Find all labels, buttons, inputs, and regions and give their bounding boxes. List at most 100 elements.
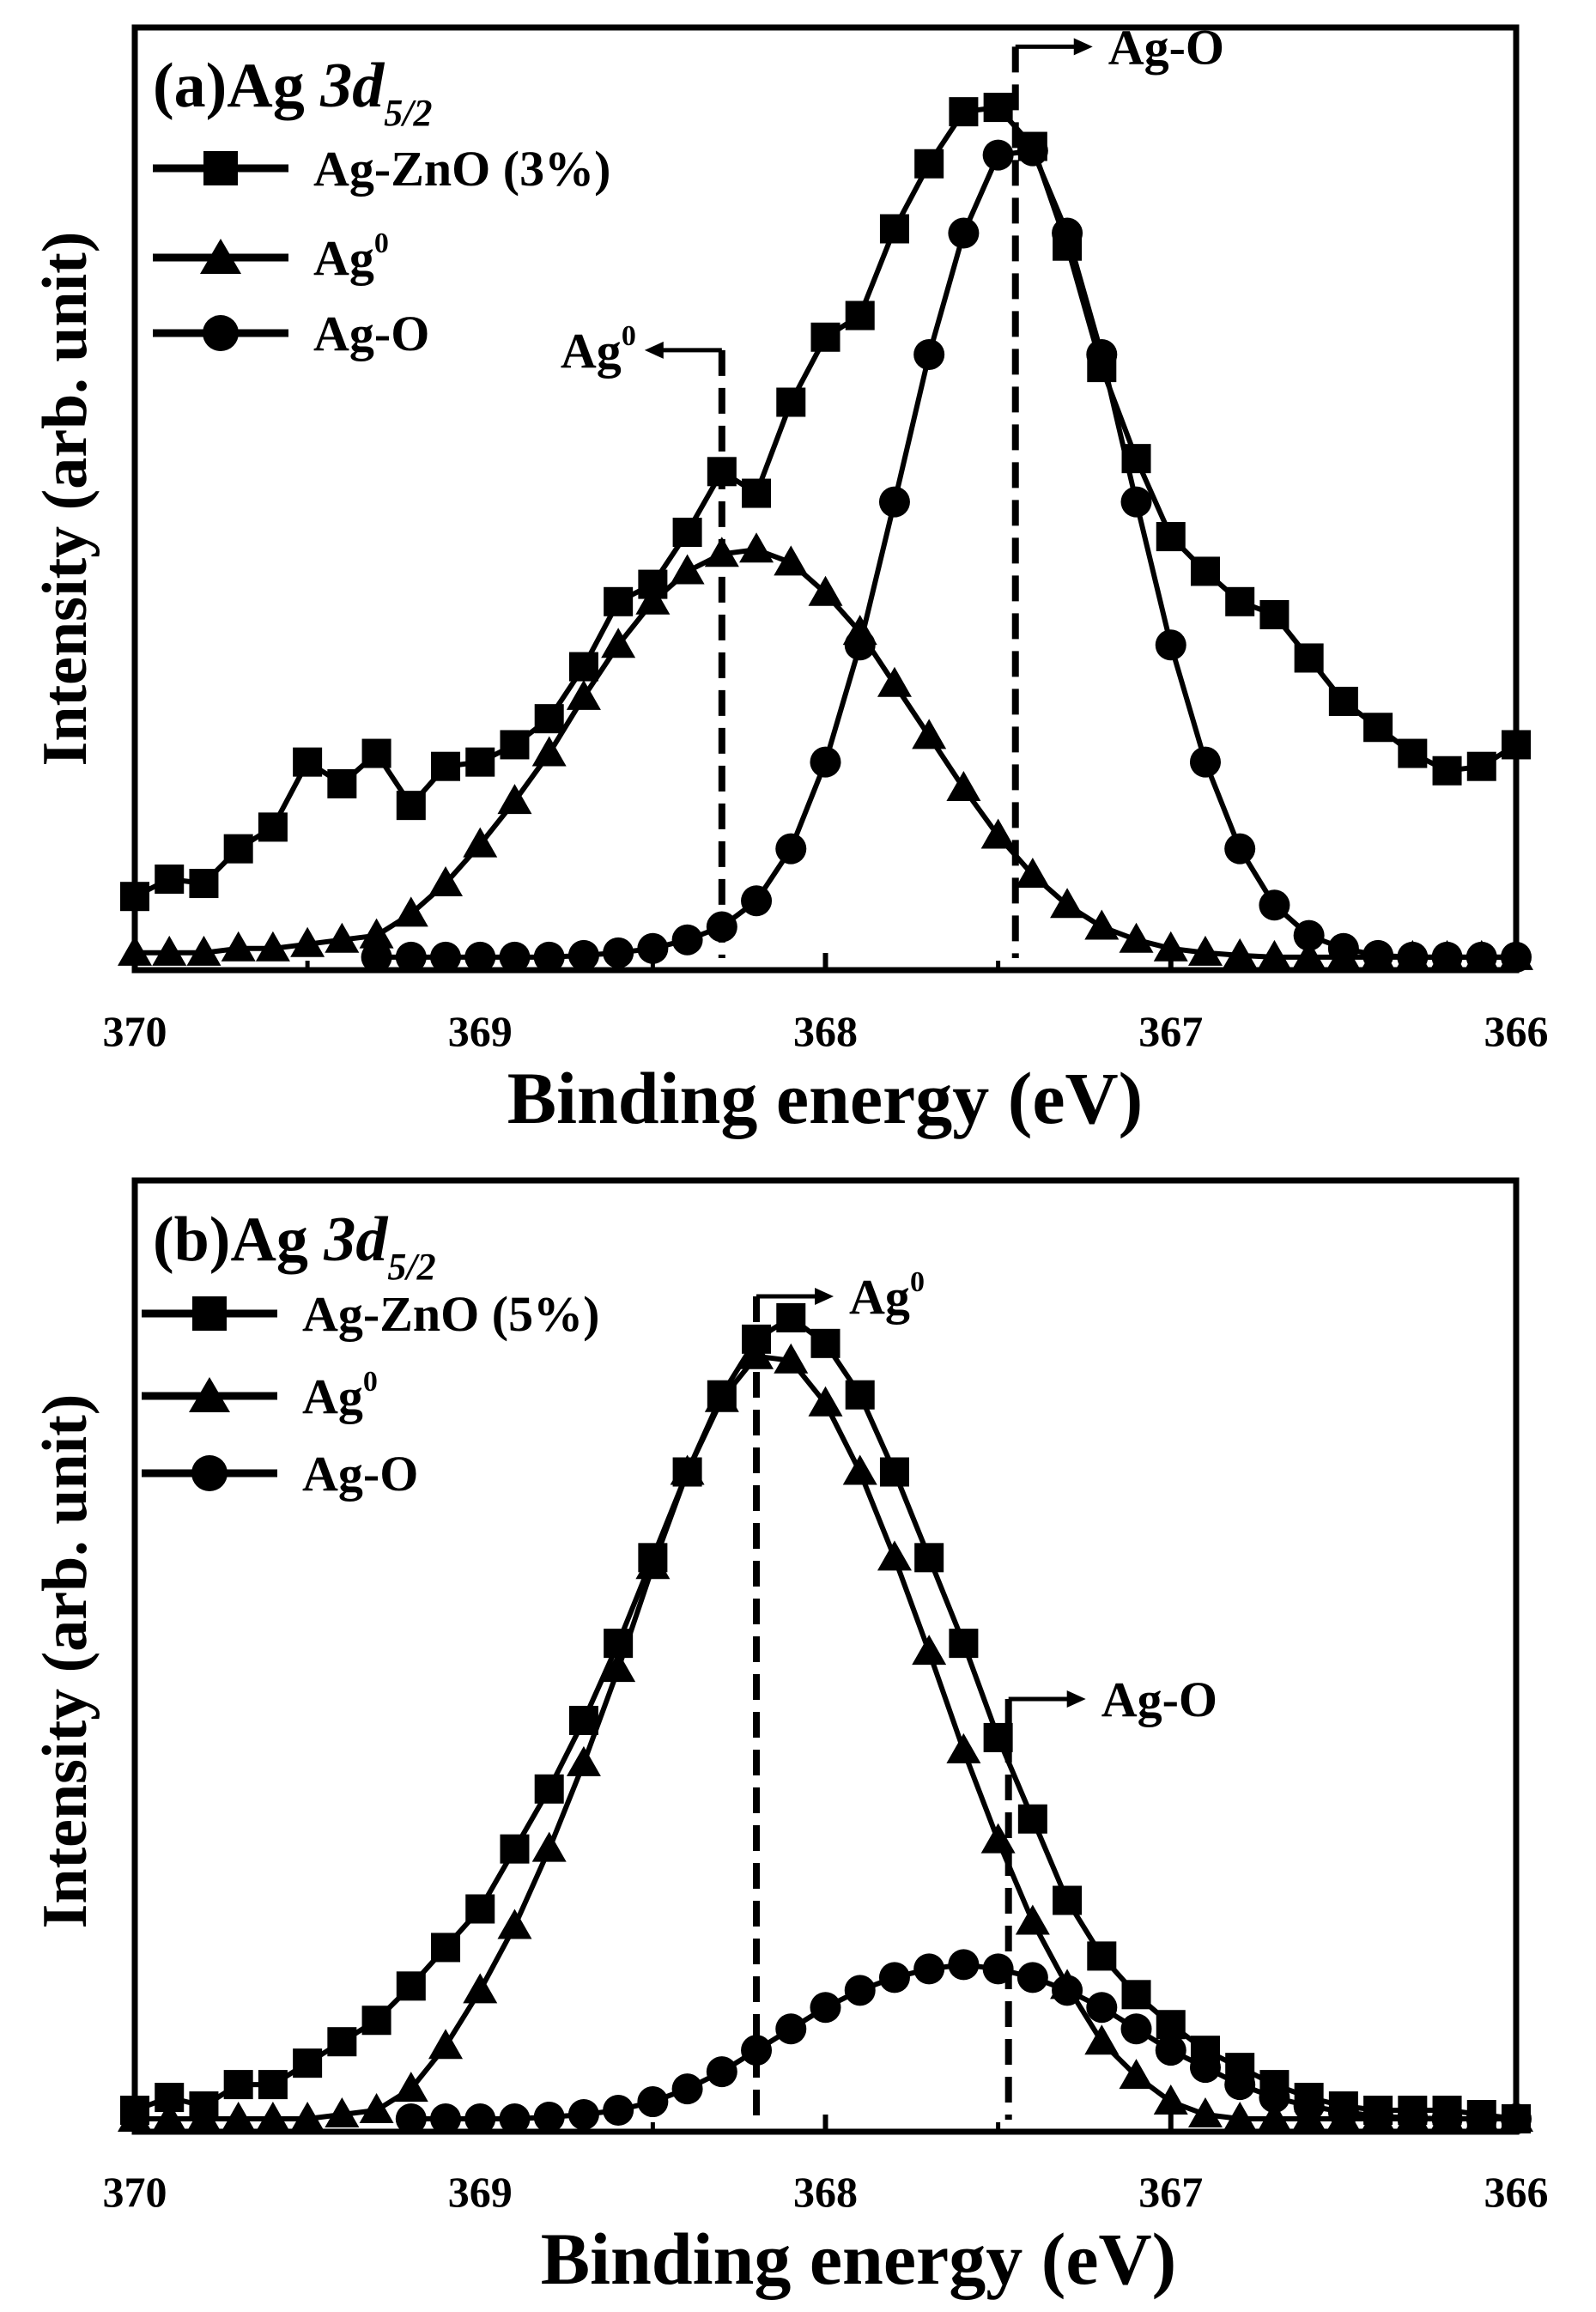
triangle-marker [1084, 2024, 1120, 2055]
reference-line: Ag0 [753, 1266, 925, 2120]
triangle-marker [808, 575, 843, 606]
legend-item-0: Ag-ZnO (5%) [142, 1286, 599, 1342]
panel-b: Ag0 Ag-O 370 369 368 367 366 (b)Ag 3d5/2 Ag-Z… [30, 1177, 1549, 2300]
reference-label: Ag0 [849, 1266, 925, 1325]
circle-marker [1120, 486, 1152, 518]
triangle-marker [912, 719, 947, 749]
square-marker [1294, 643, 1324, 673]
square-marker [1156, 522, 1186, 552]
square-marker [155, 865, 185, 894]
legend-label-1: Ag0 [313, 228, 389, 286]
circle-marker [982, 139, 1014, 171]
square-marker [189, 869, 219, 899]
circle-marker [1086, 338, 1118, 370]
legend-square-marker [203, 151, 238, 185]
x-axis-ticks: 370 369 368 367 366 [103, 2115, 1549, 2216]
square-marker [258, 2070, 288, 2100]
triangle-marker [912, 1635, 947, 1666]
circle-marker [1189, 2052, 1221, 2084]
square-marker [465, 1894, 495, 1924]
x-tick-label: 367 [1138, 1007, 1203, 1055]
title-prefix: Ag [230, 1205, 324, 1275]
triangle-marker [946, 1732, 981, 1763]
legend: Ag-ZnO (3%) Ag0 Ag-O [153, 141, 610, 361]
square-marker [465, 747, 495, 777]
circle-marker [1189, 746, 1221, 778]
circle-marker [1362, 2101, 1394, 2133]
square-marker [1398, 738, 1428, 768]
circle-marker [1224, 833, 1256, 865]
triangle-marker [255, 931, 290, 962]
square-marker [1502, 730, 1531, 760]
triangle-marker [739, 532, 774, 563]
square-marker [258, 812, 288, 842]
square-marker [914, 149, 944, 179]
circle-marker [567, 939, 599, 971]
legend-circle-marker [191, 1455, 228, 1491]
square-marker [431, 751, 461, 781]
legend-item-1: Ag0 [153, 228, 389, 286]
triangle-marker [1119, 922, 1154, 953]
triangle-marker [1084, 909, 1120, 940]
triangle-marker [152, 2102, 187, 2133]
circle-marker [775, 2013, 807, 2045]
square-marker [983, 93, 1013, 123]
legend-triangle-marker [200, 239, 241, 274]
reference-line: Ag-O [1004, 1672, 1217, 2120]
circle-marker [671, 924, 703, 956]
circle-marker [1362, 939, 1394, 971]
circle-marker [533, 2102, 565, 2133]
triangle-marker [1257, 939, 1292, 970]
square-marker [327, 2027, 357, 2057]
legend-label-1: Ag0 [302, 1366, 378, 1424]
triangle-marker [290, 2102, 325, 2133]
panel-label: (a) [153, 51, 227, 121]
circle-marker [810, 1992, 841, 2024]
circle-marker [1327, 932, 1359, 964]
triangle-marker [980, 1823, 1016, 1854]
legend-circle-marker [203, 315, 239, 351]
square-marker [361, 2006, 391, 2036]
square-marker [604, 586, 634, 616]
legend-label-0: Ag-ZnO (5%) [302, 1286, 599, 1342]
circle-marker [1155, 2035, 1186, 2066]
circle-marker [533, 941, 565, 973]
circle-marker [671, 2073, 703, 2105]
circle-marker [430, 2103, 462, 2135]
circle-marker [775, 833, 807, 865]
circle-marker [1224, 2069, 1256, 2101]
x-tick-label: 367 [1138, 2168, 1203, 2216]
title-orbital: 3d [323, 1205, 388, 1275]
series-square [120, 93, 1531, 912]
triangle-marker [1153, 931, 1188, 962]
y-axis-label: Intensity (arb. unit) [30, 1394, 100, 1929]
legend-label-0: Ag-ZnO (3%) [313, 141, 610, 197]
triangle-marker [255, 2102, 290, 2133]
arrow-head [815, 1287, 834, 1305]
square-marker [396, 791, 426, 821]
y-axis-label: Intensity (arb. unit) [30, 232, 100, 767]
circle-marker [1016, 1962, 1048, 1993]
circle-marker [1155, 629, 1186, 661]
circle-marker [741, 885, 773, 917]
triangle-marker [774, 1343, 809, 1374]
square-marker [845, 1380, 875, 1410]
square-marker [534, 704, 564, 734]
triangle-marker [186, 935, 221, 966]
square-marker [672, 518, 702, 547]
triangle-marker [635, 584, 671, 615]
circle-marker [603, 937, 634, 968]
triangle-marker [980, 818, 1016, 849]
square-marker [223, 834, 253, 864]
legend-item-0: Ag-ZnO (3%) [153, 141, 610, 197]
square-marker [879, 1457, 909, 1487]
square-marker [500, 730, 530, 760]
x-tick-label: 368 [793, 2168, 858, 2216]
circle-marker [1431, 2103, 1463, 2135]
triangle-marker [704, 1381, 739, 1412]
circle-marker [913, 338, 945, 370]
triangle-marker [946, 770, 981, 801]
x-axis-ticks: 370 369 368 367 366 [103, 953, 1549, 1055]
triangle-marker [393, 896, 428, 927]
triangle-marker [325, 2097, 360, 2128]
